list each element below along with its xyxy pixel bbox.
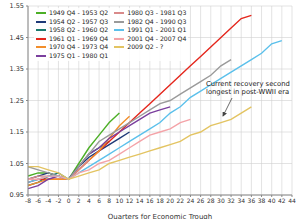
svg-text:1.55: 1.55 [10, 2, 24, 10]
html-text:1954 Q2 - 1957 Q3: 1954 Q2 - 1957 Q3 [49, 17, 109, 25]
svg-text:2: 2 [77, 197, 81, 204]
svg-text:10: 10 [116, 197, 124, 204]
svg-text:18: 18 [156, 197, 164, 204]
svg-text:0: 0 [67, 197, 71, 204]
html-text:1980 Q3 - 1981 Q3: 1980 Q3 - 1981 Q3 [127, 9, 187, 16]
svg-text:44: 44 [288, 197, 292, 204]
svg-text:38: 38 [258, 197, 266, 204]
svg-text:-6: -6 [35, 197, 41, 204]
svg-text:34: 34 [237, 197, 245, 204]
html-text:1961 Q1 - 1969 Q4: 1961 Q1 - 1969 Q4 [49, 34, 109, 42]
html-text:1982 Q4 - 1990 Q3: 1982 Q4 - 1990 Q3 [127, 17, 187, 25]
svg-text:1.35: 1.35 [10, 65, 24, 73]
svg-text:12: 12 [126, 197, 134, 204]
svg-text:40: 40 [268, 197, 276, 204]
html-text:1991 Q1 - 2001 Q1: 1991 Q1 - 2001 Q1 [127, 26, 187, 33]
html-text:2001 Q4 - 2007 Q4: 2001 Q4 - 2007 Q4 [127, 34, 187, 42]
svg-text:1.25: 1.25 [10, 97, 24, 105]
html-text:1970 Q4 - 1973 Q4: 1970 Q4 - 1973 Q4 [49, 43, 109, 50]
svg-text:14: 14 [136, 197, 144, 204]
svg-text:32: 32 [227, 197, 235, 204]
svg-text:0.95: 0.95 [10, 191, 24, 199]
svg-text:20: 20 [166, 197, 174, 204]
svg-text:1.15: 1.15 [10, 128, 24, 136]
html-text:Current recovery second longes: Current recovery second longest in post-… [206, 80, 290, 96]
svg-text:16: 16 [146, 197, 154, 204]
svg-text:1.05: 1.05 [10, 160, 24, 168]
svg-text:22: 22 [176, 197, 184, 204]
svg-text:42: 42 [278, 197, 286, 204]
svg-text:28: 28 [207, 197, 215, 204]
html-text:1975 Q1 - 1980 Q1: 1975 Q1 - 1980 Q1 [49, 51, 109, 59]
svg-text:36: 36 [248, 197, 256, 204]
svg-text:4: 4 [87, 197, 91, 204]
svg-text:-4: -4 [45, 197, 51, 204]
html-text:1958 Q2 - 1960 Q2: 1958 Q2 - 1960 Q2 [49, 26, 109, 33]
svg-text:Quarters for Economic Trough: Quarters for Economic Trough [108, 213, 212, 219]
svg-text:8: 8 [107, 197, 111, 204]
svg-text:30: 30 [217, 197, 225, 204]
html-text:2009 Q2 - ?: 2009 Q2 - ? [127, 43, 164, 50]
svg-text:-2: -2 [55, 197, 61, 204]
html-text:1949 Q4 - 1953 Q2: 1949 Q4 - 1953 Q2 [49, 9, 109, 16]
svg-text:-8: -8 [25, 197, 31, 204]
svg-text:6: 6 [97, 197, 101, 204]
svg-text:24: 24 [187, 197, 195, 204]
svg-text:26: 26 [197, 197, 205, 204]
svg-text:1.45: 1.45 [10, 34, 24, 42]
